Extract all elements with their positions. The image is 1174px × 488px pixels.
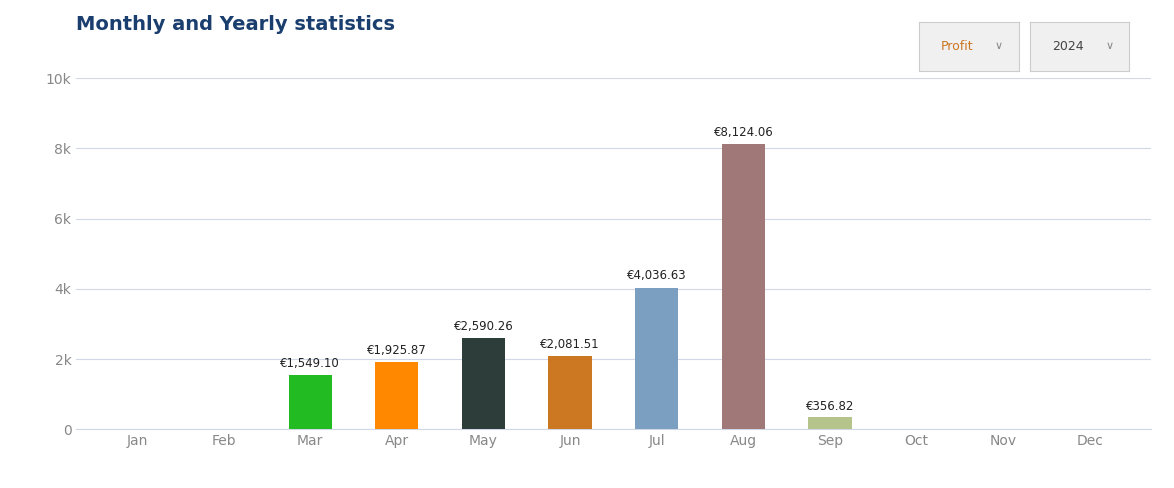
Bar [635,287,679,429]
Text: €1,549.10: €1,549.10 [281,357,340,370]
Text: Profit: Profit [940,40,973,53]
Text: €2,590.26: €2,590.26 [453,320,513,333]
Bar [289,375,332,429]
Text: €8,124.06: €8,124.06 [714,126,774,139]
Bar [376,362,418,429]
Text: 2024: 2024 [1052,40,1084,53]
Text: Monthly and Yearly statistics: Monthly and Yearly statistics [76,15,396,34]
Bar [548,356,592,429]
Text: €356.82: €356.82 [805,400,855,413]
Text: ∨: ∨ [1106,41,1113,51]
Text: €2,081.51: €2,081.51 [540,338,600,351]
Text: €1,925.87: €1,925.87 [367,344,426,357]
Bar [722,144,765,429]
Bar [809,417,851,429]
Text: ∨: ∨ [996,41,1003,51]
Text: €4,036.63: €4,036.63 [627,269,687,283]
Bar [461,339,505,429]
